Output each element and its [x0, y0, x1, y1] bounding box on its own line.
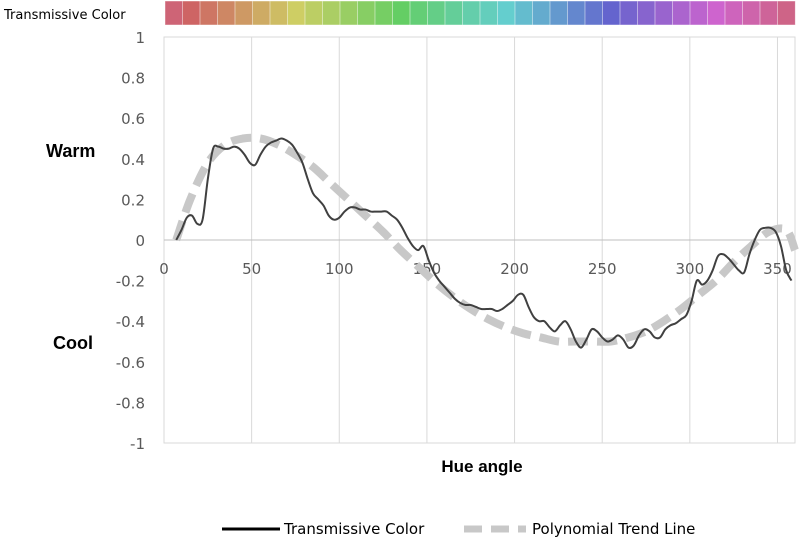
hue-color-strip	[164, 0, 796, 26]
series-layer	[172, 133, 799, 349]
warm-label: Warm	[46, 141, 95, 161]
hue-cell	[654, 0, 674, 26]
x-tick-label: 300	[676, 260, 705, 278]
series-line-transmissive-color	[175, 137, 793, 349]
y-tick-label: -0.4	[116, 313, 145, 331]
legend: Transmissive Color Polynomial Trend Line	[222, 520, 695, 538]
hue-cell	[357, 0, 376, 26]
x-axis-tick-labels: 0 50 100 150 200 250 300 350	[159, 260, 792, 278]
hue-cell	[164, 0, 184, 26]
x-tick-label: 100	[325, 260, 354, 278]
strip-label: Transmissive Color	[3, 8, 126, 23]
hue-cell	[269, 0, 289, 26]
hue-cell	[619, 0, 639, 26]
hue-cell	[689, 0, 709, 26]
hue-cell	[409, 0, 429, 26]
hue-cell	[182, 0, 201, 26]
y-tick-label: 0	[135, 232, 145, 250]
x-tick-label: 50	[242, 260, 261, 278]
legend-label-transmissive: Transmissive Color	[283, 520, 425, 538]
hue-cell	[707, 0, 726, 26]
y-tick-label: 0.8	[121, 70, 145, 88]
y-tick-label: -0.8	[116, 394, 145, 412]
hue-cell	[549, 0, 569, 26]
series-line-polynomial-trend	[172, 133, 799, 346]
x-tick-label: 200	[500, 260, 529, 278]
hue-cell	[724, 0, 744, 26]
hue-cell	[742, 0, 761, 26]
hue-cell	[252, 0, 271, 26]
hue-cell	[584, 0, 604, 26]
hue-cell	[322, 0, 341, 26]
y-tick-label: 1	[135, 29, 145, 47]
y-tick-label: 0.4	[121, 151, 145, 169]
y-tick-label: -0.6	[116, 354, 145, 372]
hue-cell	[304, 0, 324, 26]
legend-label-trend: Polynomial Trend Line	[532, 520, 695, 538]
x-tick-label: 250	[588, 260, 617, 278]
hue-cell	[532, 0, 551, 26]
y-tick-label: 0.6	[121, 110, 145, 128]
hue-cell	[479, 0, 499, 26]
hue-cell	[234, 0, 254, 26]
y-tick-label: -0.2	[116, 273, 145, 291]
hue-cell	[462, 0, 481, 26]
y-axis-tick-labels: 1 0.8 0.6 0.4 0.2 0 -0.2 -0.4 -0.6 -0.8 -1	[116, 29, 145, 453]
hue-cell	[777, 0, 796, 26]
hue-cell	[672, 0, 691, 26]
hue-cell	[602, 0, 621, 26]
hue-cell	[444, 0, 464, 26]
hue-cell	[217, 0, 236, 26]
hue-cell	[339, 0, 359, 26]
hue-cell	[287, 0, 306, 26]
hue-cell	[374, 0, 394, 26]
cool-label: Cool	[53, 333, 93, 353]
hue-cell	[637, 0, 656, 26]
hue-cell	[497, 0, 516, 26]
hue-cell	[427, 0, 446, 26]
x-axis-title: Hue angle	[441, 457, 522, 476]
hue-cell	[392, 0, 411, 26]
hue-cell	[759, 0, 779, 26]
hue-cell	[514, 0, 534, 26]
y-tick-label: -1	[130, 435, 145, 453]
hue-cell	[567, 0, 586, 26]
x-tick-label: 0	[159, 260, 169, 278]
y-tick-label: 0.2	[121, 191, 145, 209]
hue-cell	[199, 0, 219, 26]
